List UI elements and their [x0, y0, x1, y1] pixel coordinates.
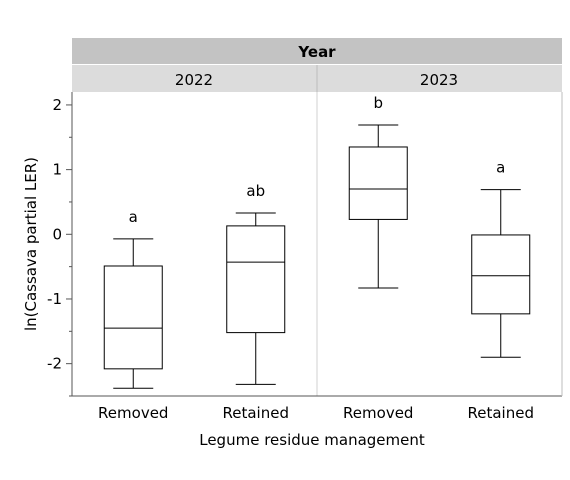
x-tick-label: Retained — [223, 404, 289, 422]
y-axis-label: ln(Cassava partial LER) — [22, 157, 40, 331]
panel-label-2022: 2022 — [175, 71, 213, 89]
significance-letter: a — [129, 208, 138, 226]
y-tick-label: 0 — [52, 225, 62, 243]
iqr-box — [103, 265, 163, 370]
iqr-box — [471, 234, 531, 315]
x-axis-tick-labels: Removed Retained Removed Retained — [98, 404, 534, 422]
x-tick-label: Removed — [98, 404, 168, 422]
iqr-box — [348, 146, 408, 220]
box-series: a ab b a — [103, 94, 531, 389]
x-tick-label: Removed — [343, 404, 413, 422]
significance-letter: a — [496, 159, 505, 177]
group-header: Year — [297, 43, 336, 61]
x-tick-label: Retained — [468, 404, 534, 422]
iqr-box — [226, 225, 286, 334]
significance-letter: b — [373, 94, 383, 112]
header-band — [72, 38, 562, 64]
y-tick-label: -1 — [47, 290, 62, 308]
y-tick-label: -2 — [47, 355, 62, 373]
panel-label-2023: 2023 — [420, 71, 458, 89]
significance-letter: ab — [246, 182, 265, 200]
y-tick-label: 2 — [52, 96, 62, 114]
x-axis-label: Legume residue management — [199, 431, 425, 449]
y-tick-label: 1 — [52, 161, 62, 179]
y-axis-ticks: 2 1 0 -1 -2 — [47, 96, 72, 397]
